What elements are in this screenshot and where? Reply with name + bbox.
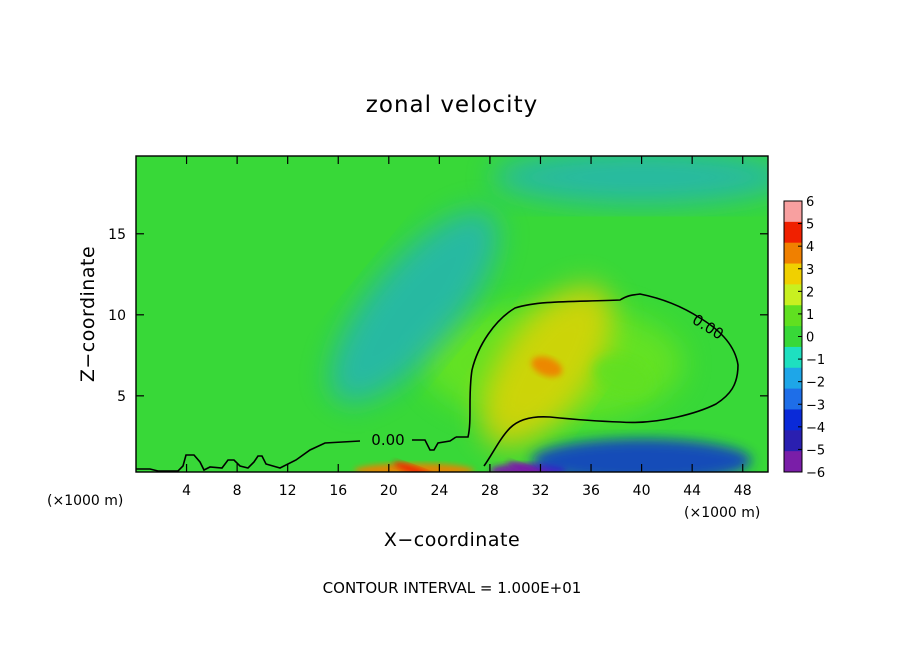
field-feature <box>491 156 768 206</box>
colorbar-swatch <box>784 388 802 410</box>
colorbar-tick-label: −3 <box>806 398 825 413</box>
x-tick-label: 32 <box>532 483 550 499</box>
colorbar: 6 5 4 3 2 1 0 −1 −2 −3 −4 −5 −6 <box>783 195 825 481</box>
colorbar-swatch <box>784 367 802 390</box>
chart-title: zonal velocity <box>366 92 538 118</box>
colorbar-swatch <box>784 451 802 473</box>
x-unit-label-right: (×1000 m) <box>684 505 760 521</box>
contour-label-1: 0.00 <box>371 431 404 449</box>
colorbar-tick-label: 0 <box>806 331 814 346</box>
colorbar-tick-label: −6 <box>806 466 825 481</box>
x-tick-label: 24 <box>430 483 448 499</box>
y-axis: 5 10 15 <box>108 227 768 405</box>
colorbar-swatch <box>784 346 802 369</box>
colorbar-tick-label: −5 <box>806 443 825 458</box>
colorbar-swatch <box>784 242 802 265</box>
x-tick-label: 8 <box>233 483 242 499</box>
x-tick-label: 20 <box>380 483 398 499</box>
x-axis: 4 8 12 16 20 24 28 32 36 40 44 48 <box>182 156 752 499</box>
contour-line-upper <box>456 293 739 467</box>
plot-frame <box>135 155 769 473</box>
colorbar-tick-label: 3 <box>806 263 814 278</box>
field-core <box>393 461 435 472</box>
field-core <box>531 356 563 377</box>
colorbar-swatch <box>784 430 802 452</box>
y-tick-label: 15 <box>108 227 126 243</box>
x-axis-title: X−coordinate <box>384 529 520 551</box>
colorbar-swatch <box>784 221 802 244</box>
contour-lines <box>136 293 739 472</box>
x-unit-label-left: (×1000 m) <box>47 493 123 509</box>
contour-line-lower <box>136 436 457 472</box>
colorbar-swatch <box>784 409 802 431</box>
colorbar-tick-label: −2 <box>806 376 825 391</box>
colorbar-swatch <box>784 201 802 223</box>
field-blobs <box>329 156 768 472</box>
colorbar-swatch <box>784 326 802 348</box>
colorbar-tick-label: 4 <box>806 240 814 255</box>
x-tick-label: 48 <box>734 483 752 499</box>
contour-interval-note: CONTOUR INTERVAL = 1.000E+01 <box>323 579 582 597</box>
colorbar-swatch <box>784 284 802 306</box>
field-feature <box>593 356 652 397</box>
colorbar-swatch <box>784 305 802 327</box>
x-tick-label: 28 <box>481 483 499 499</box>
field-feature <box>329 210 499 404</box>
colorbar-tick-label: 1 <box>806 308 814 323</box>
colorbar-tick-label: −4 <box>806 421 825 436</box>
x-tick-label: 40 <box>633 483 651 499</box>
colorbar-tick-label: 6 <box>806 195 814 210</box>
contour-label-bg-1 <box>365 431 410 447</box>
colorbar-tick-label: 5 <box>806 218 814 233</box>
x-tick-label: 16 <box>329 483 347 499</box>
x-tick-label: 44 <box>683 483 701 499</box>
field-feature <box>531 438 752 472</box>
x-tick-label: 4 <box>182 483 191 499</box>
colorbar-tick-label: −1 <box>806 353 825 368</box>
field-core <box>507 461 549 472</box>
colorbar-swatch <box>784 263 802 285</box>
y-tick-label: 5 <box>117 389 126 405</box>
x-tick-label: 36 <box>582 483 600 499</box>
y-tick-label: 10 <box>108 308 126 324</box>
y-axis-title: Z−coordinate <box>77 246 99 382</box>
plot-area: 0.00 0.00 <box>136 156 768 472</box>
colorbar-tick-label: 2 <box>806 285 814 300</box>
x-tick-label: 12 <box>279 483 297 499</box>
